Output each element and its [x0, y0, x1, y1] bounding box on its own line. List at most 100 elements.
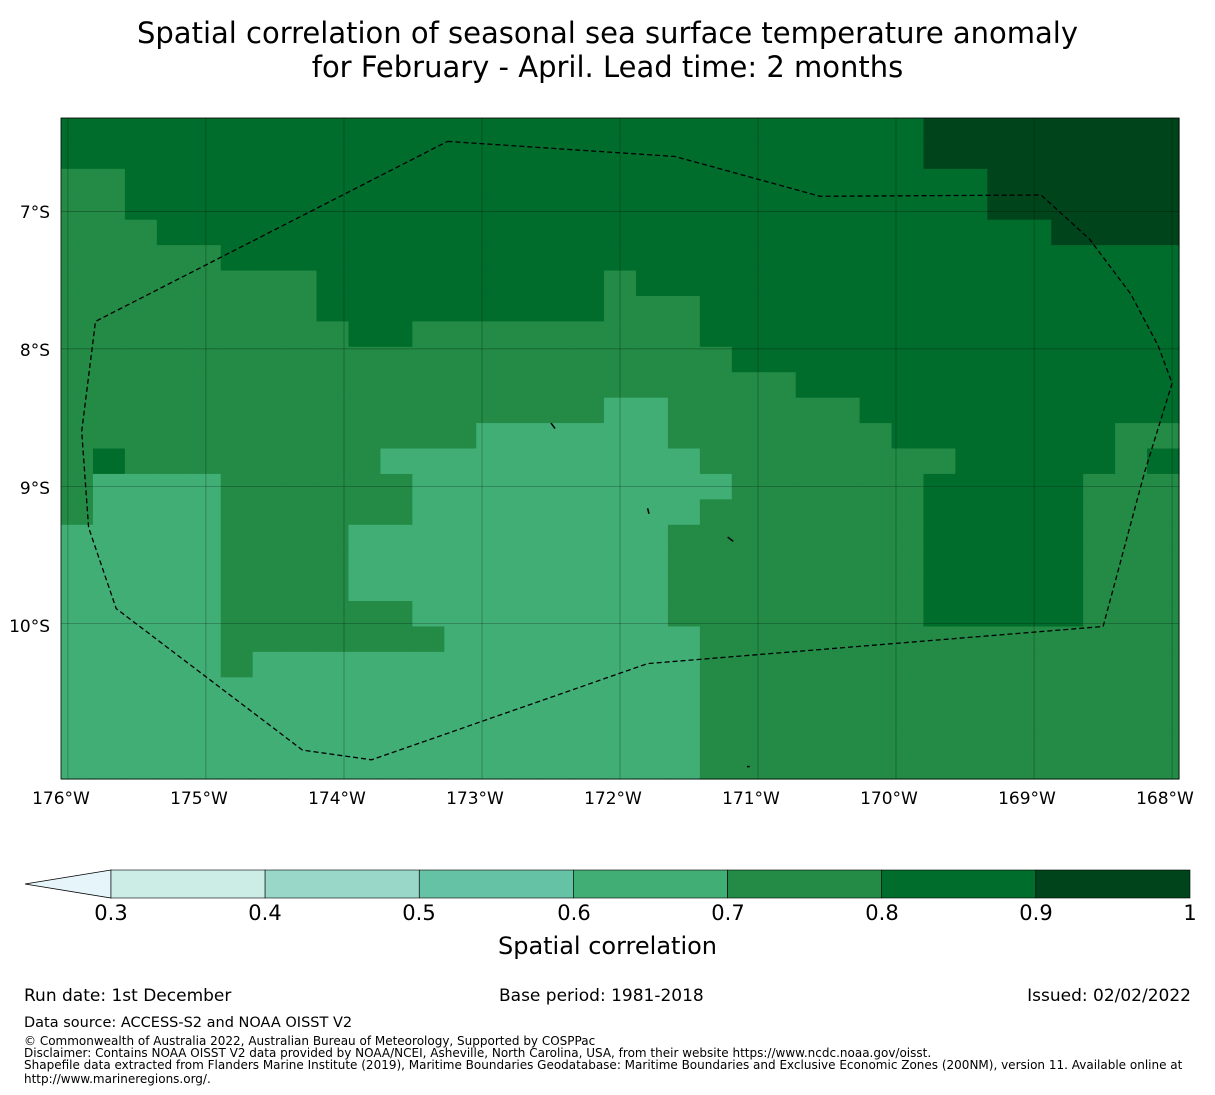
grid-cell [156, 245, 190, 272]
grid-cell [508, 245, 541, 272]
grid-cell [827, 270, 861, 297]
grid-cell [731, 524, 765, 551]
grid-cell [61, 219, 94, 246]
grid-cell [1115, 143, 1148, 170]
grid-cell [1051, 728, 1084, 755]
grid-cell [572, 499, 605, 526]
grid-cell [1019, 702, 1052, 729]
grid-cell [316, 118, 350, 145]
grid-cell [380, 728, 413, 755]
grid-cell [731, 397, 765, 424]
grid-cell [987, 194, 1020, 221]
grid-cell [635, 372, 669, 399]
grid-cell [540, 423, 573, 450]
grid-cell [699, 448, 733, 475]
grid-cell [540, 397, 573, 424]
grid-cell [763, 397, 797, 424]
grid-cell [699, 728, 733, 755]
grid-cell [412, 118, 445, 145]
grid-cell [1083, 321, 1116, 348]
grid-cell [795, 168, 829, 195]
grid-cell [124, 168, 158, 195]
colorbar-extend-triangle [24, 869, 112, 899]
grid-cell [476, 423, 509, 450]
grid-cell [188, 753, 222, 780]
grid-cell [763, 575, 797, 602]
grid-cell [859, 448, 893, 475]
grid-cell [124, 473, 158, 500]
grid-cell [987, 321, 1020, 348]
grid-cell [284, 219, 318, 246]
grid-cell [891, 423, 925, 450]
grid-cell [604, 346, 637, 373]
grid-cell [316, 575, 350, 602]
grid-cell [220, 575, 254, 602]
grid-cell [284, 753, 318, 780]
grid-cell [252, 168, 286, 195]
lon-label-173w: 173°W [446, 789, 504, 809]
grid-cell [1147, 295, 1180, 322]
grid-cell [891, 321, 925, 348]
grid-cell [92, 143, 126, 170]
grid-cell [1115, 448, 1148, 475]
grid-cell [795, 118, 829, 145]
grid-cell [252, 601, 286, 628]
grid-cell [891, 194, 925, 221]
grid-cell [444, 550, 477, 577]
grid-cell [1147, 524, 1180, 551]
grid-cell [92, 321, 126, 348]
grid-cell [540, 728, 573, 755]
grid-cell [731, 499, 765, 526]
grid-cell [987, 601, 1020, 628]
grid-cell [1019, 346, 1052, 373]
grid-cell [859, 626, 893, 653]
grid-cell [61, 245, 94, 272]
grid-cell [156, 626, 190, 653]
grid-cell [827, 194, 861, 221]
grid-cell [252, 143, 286, 170]
grid-cell [923, 753, 956, 780]
colorbar-tick-0-4: 0.4 [248, 901, 282, 925]
grid-cell [955, 321, 988, 348]
grid-cell [348, 423, 382, 450]
grid-cell [220, 372, 254, 399]
grid-cell [699, 219, 733, 246]
grid-cell [1083, 499, 1116, 526]
grid-cell [604, 753, 637, 780]
grid-cell [731, 143, 765, 170]
grid-cell [667, 219, 701, 246]
grid-cell [795, 321, 829, 348]
grid-cell [412, 448, 445, 475]
grid-cell [220, 194, 254, 221]
grid-cell [61, 473, 94, 500]
grid-cell [572, 423, 605, 450]
grid-cell [508, 499, 541, 526]
grid-cell [891, 499, 925, 526]
grid-cell [572, 575, 605, 602]
chart-title-line-1: Spatial correlation of seasonal sea surf… [136, 16, 1079, 50]
grid-cell [667, 372, 701, 399]
grid-cell [1083, 270, 1116, 297]
grid-cell [316, 219, 350, 246]
grid-cell [923, 499, 956, 526]
grid-cell [859, 702, 893, 729]
grid-cell [1019, 524, 1052, 551]
grid-cell [699, 397, 733, 424]
grid-cell [1147, 245, 1180, 272]
grid-cell [476, 194, 509, 221]
grid-cell [635, 270, 669, 297]
grid-cell [572, 143, 605, 170]
grid-cell [61, 194, 94, 221]
grid-cell [252, 295, 286, 322]
grid-cell [380, 143, 413, 170]
grid-cell [1083, 626, 1116, 653]
grid-cell [1115, 728, 1148, 755]
grid-cell [572, 702, 605, 729]
grid-cell [412, 346, 445, 373]
grid-cell [987, 423, 1020, 450]
grid-cell [667, 550, 701, 577]
grid-cell [1051, 575, 1084, 602]
grid-cell [252, 397, 286, 424]
grid-cell [1115, 118, 1148, 145]
grid-cell [220, 499, 254, 526]
